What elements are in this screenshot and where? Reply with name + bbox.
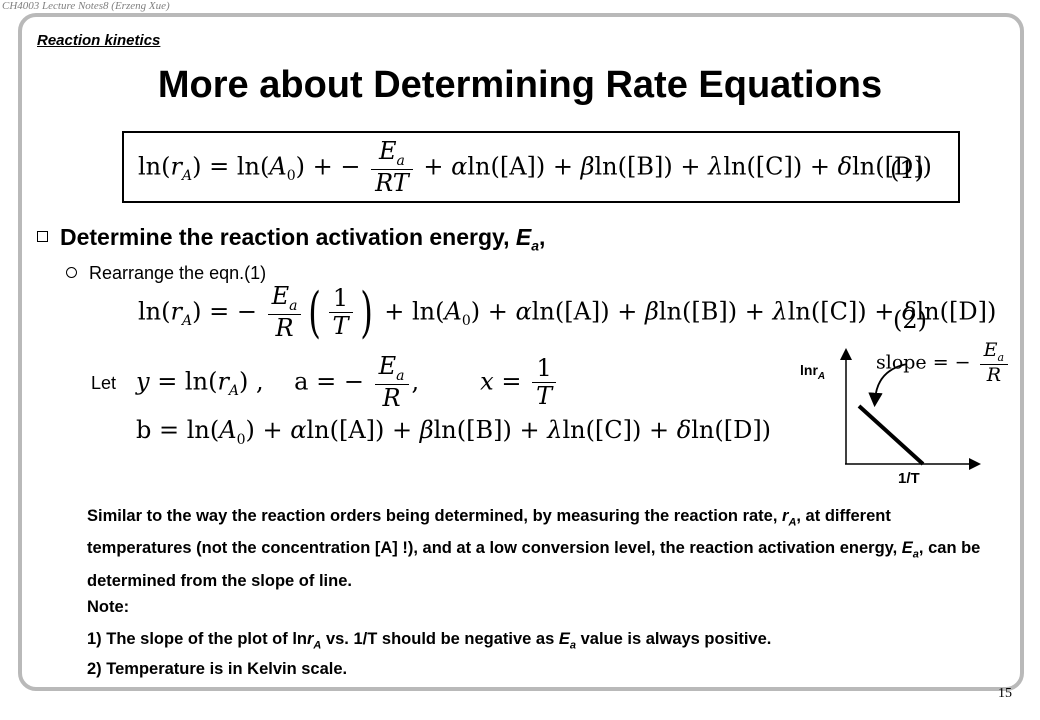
equation-1-number: (1) bbox=[890, 156, 924, 184]
equation-1-box bbox=[122, 131, 960, 203]
section-label: Reaction kinetics bbox=[37, 32, 161, 49]
note-1: 1) The slope of the plot of lnrA vs. 1/T… bbox=[87, 630, 772, 652]
note-heading: Note: bbox=[87, 598, 130, 616]
equation-2-number: (2) bbox=[893, 306, 927, 334]
graph-ylabel: lnrA bbox=[800, 362, 826, 382]
explanation-paragraph: Similar to the way the reaction orders b… bbox=[87, 507, 981, 590]
note-2: 2) Temperature is in Kelvin scale. bbox=[87, 660, 348, 678]
page-number: 15 bbox=[998, 686, 1012, 701]
page-title: More about Determining Rate Equations bbox=[157, 64, 883, 106]
equation-1: ln(rA) = ln(A0) + − Ea RT + αln([A]) + βl… bbox=[138, 137, 932, 197]
circle-bullet-icon bbox=[66, 266, 77, 278]
slide-frame bbox=[18, 13, 1024, 691]
lecture-header: CH4003 Lecture Notes8 (Erzeng Xue) bbox=[2, 0, 170, 12]
graph-slope-line bbox=[857, 404, 925, 466]
let-label: Let bbox=[91, 373, 117, 393]
square-bullet-icon bbox=[37, 231, 48, 243]
equation-b: b = ln(A0) + αln([A]) + βln([B]) + λln([… bbox=[136, 416, 772, 448]
slope-pointer bbox=[868, 363, 908, 408]
slope-graph bbox=[840, 348, 981, 470]
equation-2: ln(rA) = − Ea R(1 T) + ln(A0) + αln([A]) +… bbox=[138, 280, 997, 344]
bullet-activation-energy: Determine the reaction activation energy… bbox=[37, 224, 545, 254]
bullet-rearrange: Rearrange the eqn.(1) bbox=[66, 263, 266, 284]
slope-formula: slope = − Ea R bbox=[876, 339, 1011, 387]
graph-xlabel: 1/T bbox=[898, 470, 920, 487]
